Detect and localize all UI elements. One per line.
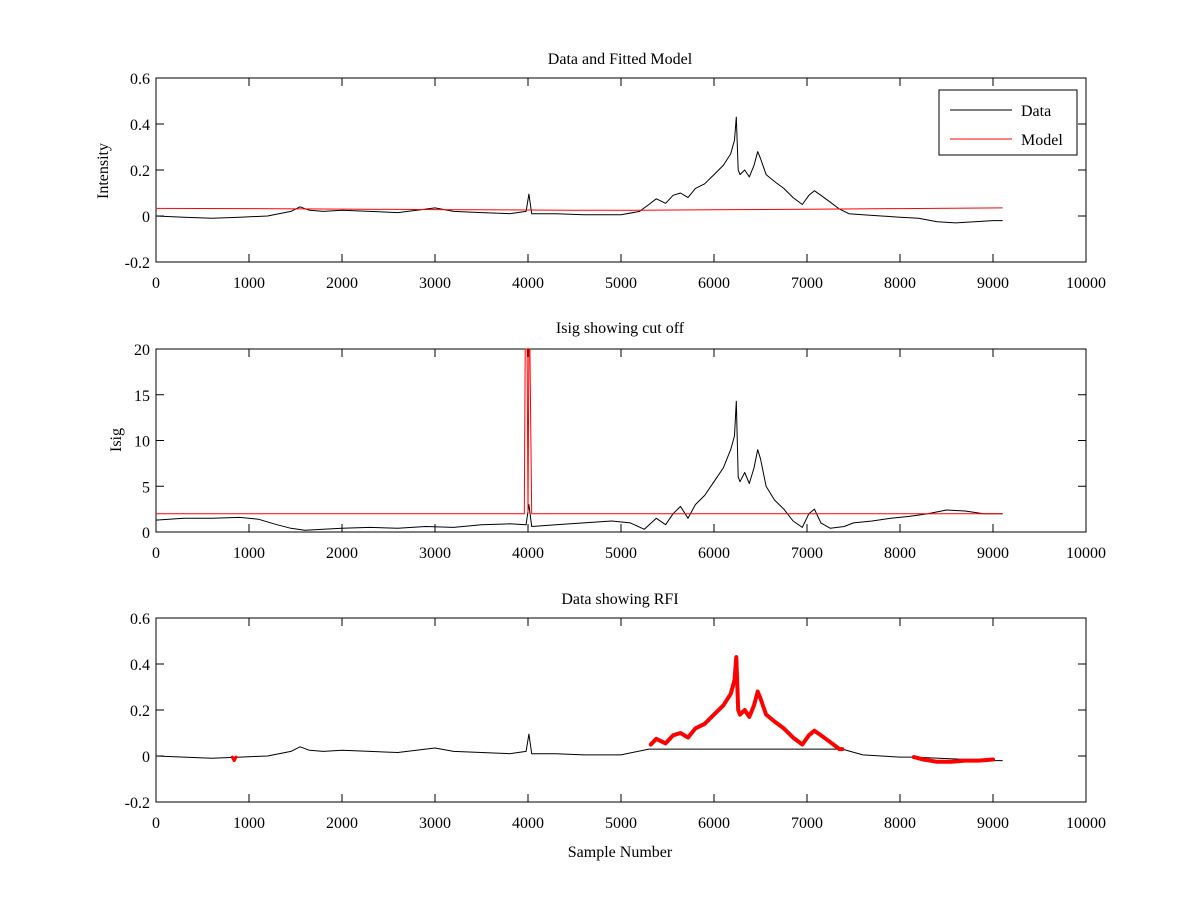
y-tick-label: 0 [142,525,150,542]
series-cut-off [155,348,1003,515]
panel3-series [155,655,1003,764]
panel3-axes-box [155,617,1087,803]
y-tick-label: 0.4 [130,657,150,674]
x-tick-label: 0 [152,275,160,292]
panel1-title: Data and Fitted Model [548,51,693,68]
panel2-axes-box [155,348,1087,533]
series-rfi-segment-1 [230,755,238,763]
x-tick-label: 1000 [233,275,265,292]
panel2-ylabel: Isig [108,428,125,452]
x-tick-label: 0 [152,815,160,832]
panel-isig-showing-cut-off: Isig showing cut off Isig 0 1000 2000 3000 4… [108,320,1106,562]
x-tick-label: 5000 [605,275,637,292]
x-tick-label: 3000 [419,545,451,562]
x-tick-label: 3000 [419,815,451,832]
x-tick-label: 6000 [698,815,730,832]
series-data [155,733,1003,762]
y-tick-label: 0.2 [130,703,150,720]
x-tick-label: 5000 [605,545,637,562]
y-tick-label: -0.2 [125,255,150,272]
panel1-axes-box [155,77,1087,263]
y-tick-label: 0.2 [130,163,150,180]
x-tick-label: 4000 [512,275,544,292]
y-tick-label: 5 [142,479,150,496]
series-model [155,207,1003,211]
panel3-xlabel: Sample Number [568,844,673,861]
x-tick-label: 9000 [977,275,1009,292]
x-tick-label: 7000 [791,275,823,292]
x-tick-label: 2000 [326,815,358,832]
panel-data-showing-rfi: Data showing RFI 0 1000 2000 3000 4000 5000 60… [125,591,1106,861]
x-tick-label: 5000 [605,815,637,832]
panel1-ticks: 0 1000 2000 3000 4000 5000 6000 7000 8000 9000 100… [125,71,1106,292]
x-tick-label: 8000 [884,275,916,292]
x-tick-label: 4000 [512,545,544,562]
x-tick-label: 8000 [884,545,916,562]
x-tick-label: 2000 [326,545,358,562]
legend-model-label: Model [1021,132,1063,149]
x-tick-label: 3000 [419,275,451,292]
series-rfi-segment-3 [911,755,995,764]
panel2-ticks: 0 1000 2000 3000 4000 5000 6000 7000 8000 9000 100… [134,342,1106,562]
x-tick-label: 0 [152,545,160,562]
y-tick-label: 0.4 [130,117,150,134]
y-tick-label: 0 [142,209,150,226]
y-tick-label: 0.6 [130,611,150,628]
x-tick-label: 9000 [977,815,1009,832]
x-tick-label: 6000 [698,545,730,562]
y-tick-label: 0 [142,749,150,766]
series-data [155,116,1003,224]
y-tick-label: 0.6 [130,71,150,88]
x-tick-label: 10000 [1066,815,1106,832]
panel2-series [155,348,1003,531]
series-rfi-segment-2 [648,655,845,752]
x-tick-label: 2000 [326,275,358,292]
x-tick-label: 9000 [977,545,1009,562]
x-tick-label: 7000 [791,545,823,562]
x-tick-label: 10000 [1066,545,1106,562]
panel1-series [155,116,1003,224]
x-tick-label: 6000 [698,275,730,292]
y-tick-label: 20 [134,342,150,359]
legend-box [938,89,1078,156]
x-tick-label: 1000 [233,545,265,562]
y-tick-label: 15 [134,388,150,405]
legend-data-label: Data [1021,103,1051,120]
panel1-legend: Data Model [938,89,1078,156]
series-isig [155,400,1003,531]
x-tick-label: 4000 [512,815,544,832]
y-tick-label: 10 [134,434,150,451]
x-tick-label: 10000 [1066,275,1106,292]
x-tick-label: 1000 [233,815,265,832]
panel-data-and-fitted-model: Data and Fitted Model Intensity 0 1000 200… [95,51,1106,292]
x-tick-label: 7000 [791,815,823,832]
panel2-title: Isig showing cut off [556,320,685,337]
panel3-title: Data showing RFI [561,591,678,608]
panel1-ylabel: Intensity [95,143,112,199]
y-tick-label: -0.2 [125,795,150,812]
x-tick-label: 8000 [884,815,916,832]
